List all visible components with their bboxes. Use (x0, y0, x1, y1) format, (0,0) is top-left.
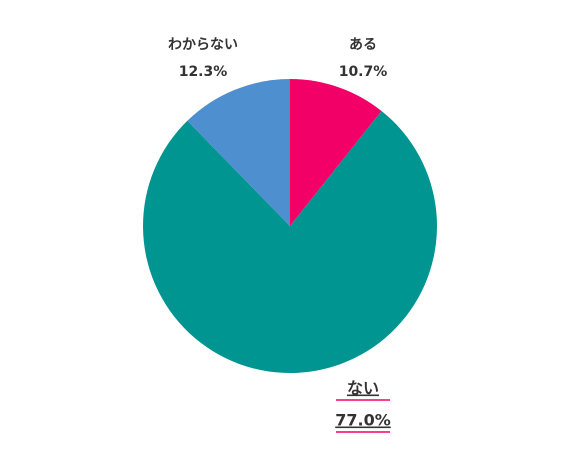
slice-label: わからない (168, 37, 238, 53)
pie-slice (143, 110, 438, 373)
pie-slice (187, 79, 290, 226)
value-label: 12.3% (179, 64, 228, 80)
value-label: 10.7% (339, 64, 388, 80)
value-label: 77.0% (335, 411, 391, 430)
pie-slice (290, 79, 382, 226)
slice-label: ない (347, 379, 379, 398)
slice-label: ある (349, 37, 377, 53)
